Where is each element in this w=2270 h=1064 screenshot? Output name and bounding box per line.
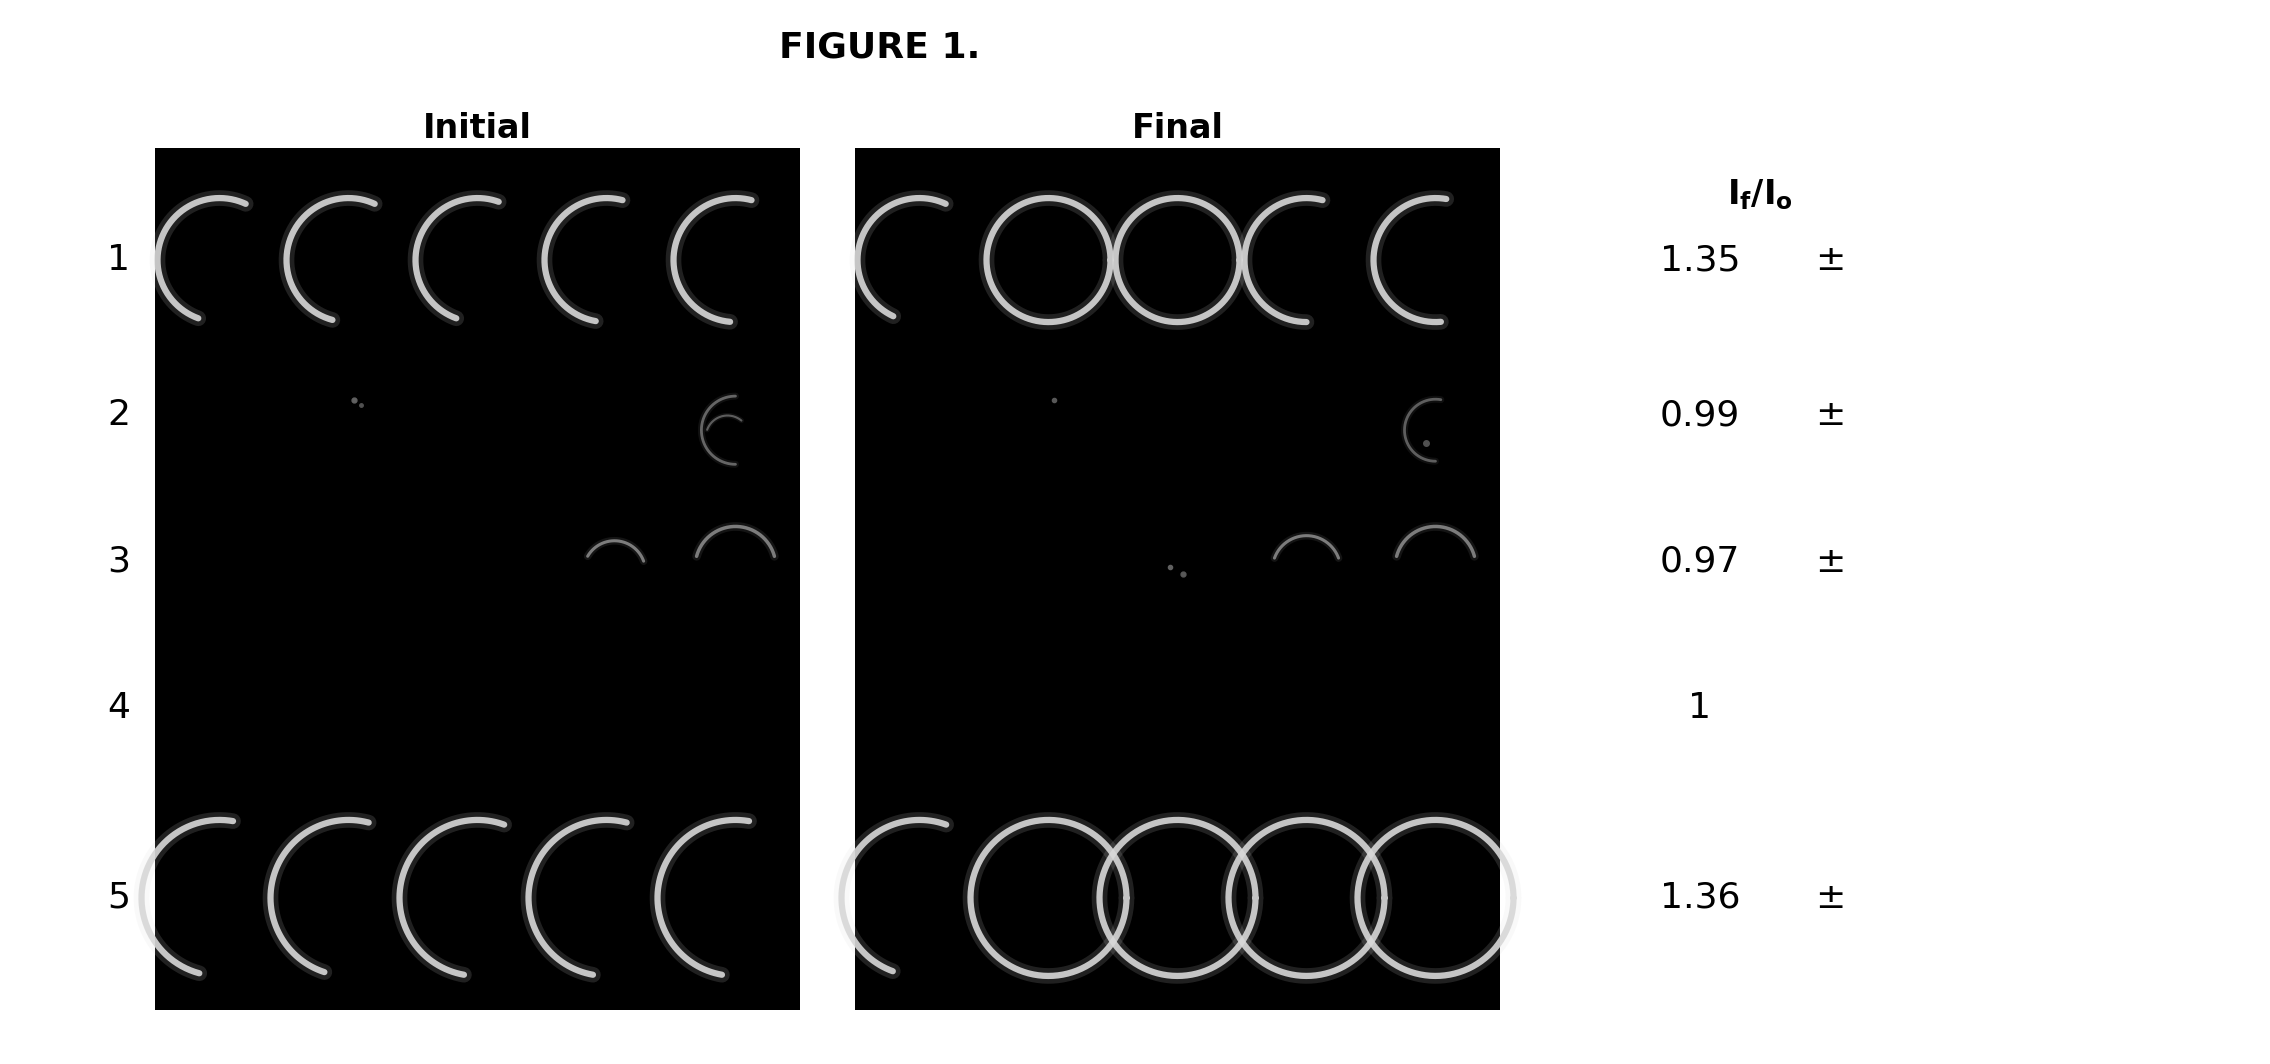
Text: 1: 1 [107, 243, 129, 277]
Text: 1.35: 1.35 [1659, 243, 1741, 277]
Text: 3: 3 [107, 545, 129, 579]
Text: 5: 5 [107, 881, 129, 915]
Text: 4: 4 [107, 692, 129, 726]
Text: FIGURE 1.: FIGURE 1. [779, 31, 981, 65]
Text: 0.97: 0.97 [1659, 545, 1741, 579]
Text: Final: Final [1130, 112, 1224, 145]
Text: 0.99: 0.99 [1659, 398, 1741, 432]
Bar [154, 148, 799, 1010]
Text: ±: ± [1814, 398, 1846, 432]
Bar [856, 148, 1500, 1010]
Text: ±: ± [1814, 545, 1846, 579]
Text: 1.36: 1.36 [1659, 881, 1741, 915]
Text: ±: ± [1814, 881, 1846, 915]
Text: 2: 2 [107, 398, 129, 432]
Text: 1: 1 [1689, 692, 1712, 726]
Text: Initial: Initial [422, 112, 531, 145]
Text: $\mathbf{I_f/I_o}$: $\mathbf{I_f/I_o}$ [1727, 178, 1793, 213]
Text: ±: ± [1814, 243, 1846, 277]
